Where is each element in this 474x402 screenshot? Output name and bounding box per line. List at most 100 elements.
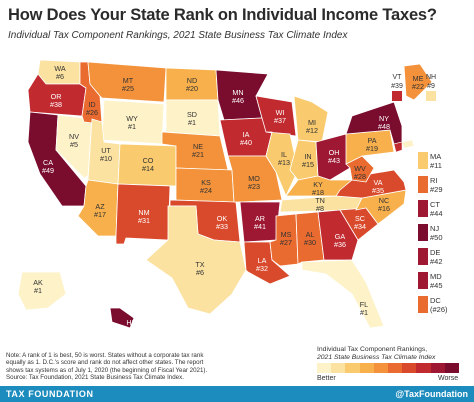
state-abbr-label: CA [43,158,53,167]
state-abbr-label: PA [367,136,376,145]
state-abbr-label: IA [243,130,250,139]
small-state-shape [401,139,415,149]
side-state-abbr: NJ [430,224,440,233]
state-hi[interactable] [109,307,135,329]
state-rank-label: #33 [216,222,228,231]
side-state-swatch [418,248,428,265]
side-state-swatch [418,272,428,289]
side-state-text: NJ #50 [430,224,443,242]
legend-better-label: Better [317,375,336,382]
state-rank-label: #28 [354,172,366,181]
state-abbr-label: SD [187,110,197,119]
state-ak[interactable] [17,271,67,311]
state-abbr-label: NV [69,132,79,141]
box-state-rank: #39 [391,82,403,90]
state-rank-label: #6 [56,72,64,81]
state-rank-label: #17 [94,210,106,219]
state-abbr-label: OH [329,148,340,157]
state-abbr-label: AR [255,214,265,223]
state-rank-label: #32 [256,264,268,273]
state-abbr-label: NC [379,196,389,205]
side-state-text: MD #45 [430,272,443,290]
state-abbr-label: MS [281,230,292,239]
note-line: shows tax systems as of July 1, 2020 (th… [6,366,208,374]
state-rank-label: #49 [42,166,54,175]
footnotes: Note: A rank of 1 is best, 50 is worst. … [6,352,306,382]
us-state-map: WA#6OR#38CA#49NV#5ID#26MT#25WY#1UT#10AZ#… [17,59,433,335]
state-abbr-label: KS [201,178,211,187]
state-oh[interactable] [315,133,351,181]
state-fl[interactable] [301,259,385,329]
side-state-rank: #44 [430,209,443,218]
footer-brand: TAX FOUNDATION [6,389,94,399]
legend-swatch [345,363,360,373]
legend-swatch [387,363,403,373]
state-abbr-label: ND [187,76,197,85]
legend-color-scale [317,363,459,373]
state-ga[interactable] [317,209,359,261]
state-nm[interactable] [115,183,171,245]
side-state-text: DC (#26) [430,296,448,314]
side-state-swatch [418,224,428,241]
state-rank-label: #14 [142,164,154,173]
state-abbr-label: NE [193,142,203,151]
state-tx[interactable] [145,205,247,315]
source-line: Source: Tax Foundation, 2021 State Busin… [6,374,184,382]
state-abbr-label: UT [101,146,111,155]
state-rank-label: #40 [240,138,252,147]
state-me[interactable] [403,63,433,101]
state-rank-label: #10 [100,154,112,163]
legend-swatch [331,363,346,373]
side-state-rank: #45 [430,281,443,290]
side-state-abbr: DE [430,248,441,257]
state-rank-label: #15 [302,160,314,169]
state-rank-label: #26 [86,108,98,117]
state-rank-label: #1 [34,286,42,295]
state-rank-label: #35 [372,186,384,195]
side-state-text: RI #29 [430,176,443,194]
side-state-text: MA #11 [430,152,442,170]
side-state-swatch [418,200,428,217]
state-rank-label: #27 [280,238,292,247]
state-rank-label: #19 [366,144,378,153]
side-state-rank: (#26) [430,305,448,314]
side-state-abbr: MA [430,152,442,161]
side-state-text: DE #42 [430,248,443,266]
state-abbr-label: NM [138,208,149,217]
box-state-abbr: VT [392,74,402,81]
state-rank-label: #20 [186,84,198,93]
legend-swatch [402,363,417,373]
state-rank-label: #22 [412,82,424,91]
state-al[interactable] [295,211,325,265]
state-abbr-label: AZ [95,202,105,211]
side-state-rank: #29 [430,185,443,194]
side-state-rank: #42 [430,257,443,266]
state-rank-label: #5 [70,140,78,149]
state-mi[interactable] [293,95,329,143]
state-rank-label: #12 [306,126,318,135]
state-rank-label: #48 [378,122,390,131]
state-abbr-label: WA [54,64,66,73]
box-state-swatch [392,91,402,102]
state-abbr-label: OR [51,92,62,101]
state-abbr-label: HI [126,318,133,327]
box-state-nh[interactable]: NH #9 [420,74,442,102]
state-abbr-label: MT [123,76,134,85]
footer-handle[interactable]: @TaxFoundation [395,389,468,399]
box-state-vt[interactable]: VT #39 [386,74,408,102]
state-rank-label: #37 [274,116,286,125]
state-rank-label: #1 [360,308,368,317]
side-state-swatch [418,176,428,193]
legend-swatch [359,363,374,373]
state-rank-label: #34 [354,222,366,231]
legend-swatch [430,363,445,373]
side-state-abbr: RI [430,176,438,185]
state-rank-label: #47 [124,326,136,335]
side-state-rank: #11 [430,161,442,170]
side-state-swatch [418,152,428,169]
state-abbr-label: SC [355,214,365,223]
state-abbr-label: WV [354,164,366,173]
state-abbr-label: LA [258,256,267,265]
state-rank-label: #6 [196,268,204,277]
state-il[interactable] [265,131,299,197]
